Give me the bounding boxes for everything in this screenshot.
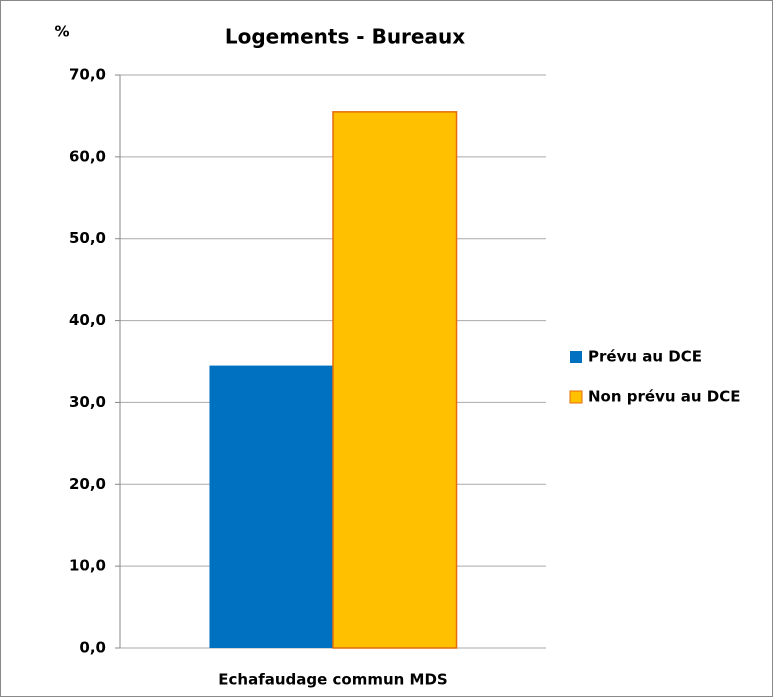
legend-label: Prévu au DCE xyxy=(588,348,702,366)
bar xyxy=(332,111,458,649)
x-tick-label: Echafaudage commun MDS xyxy=(218,671,447,689)
y-tick-label: 70,0 xyxy=(69,66,106,84)
chart-title: Logements - Bureaux xyxy=(225,25,465,49)
y-tick-label: 10,0 xyxy=(69,557,106,575)
y-axis-label: % xyxy=(54,23,69,41)
legend-label: Non prévu au DCE xyxy=(588,388,740,406)
legend-swatch xyxy=(570,351,582,363)
y-tick-label: 0,0 xyxy=(79,639,106,657)
y-tick-label: 50,0 xyxy=(69,229,106,247)
y-tick-label: 30,0 xyxy=(69,393,106,411)
y-tick-label: 40,0 xyxy=(69,311,106,329)
y-tick-label: 60,0 xyxy=(69,147,106,165)
legend-swatch xyxy=(569,390,583,404)
bar xyxy=(209,365,333,648)
y-tick-label: 20,0 xyxy=(69,475,106,493)
